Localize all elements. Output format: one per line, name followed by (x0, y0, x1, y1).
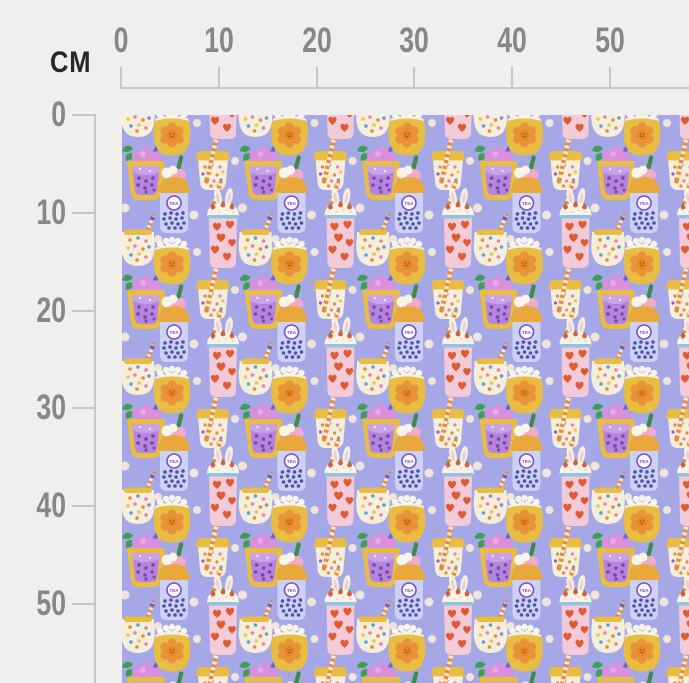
left-ruler-label-30: 30 (36, 388, 66, 427)
top-ruler-label-0: 0 (113, 21, 129, 60)
ruler-tick (72, 114, 96, 116)
left-ruler-label-40: 40 (36, 486, 66, 525)
pattern-fill (122, 115, 689, 683)
ruler-tick (72, 505, 96, 507)
top-ruler-label-50: 50 (595, 21, 625, 60)
left-ruler-label-50: 50 (36, 584, 66, 623)
ruler-tick (609, 67, 611, 89)
ruler-tick (413, 67, 415, 89)
ruler-tick (72, 212, 96, 214)
ruler-tick (72, 603, 96, 605)
ruler-tick (316, 67, 318, 89)
left-ruler-baseline (94, 114, 96, 683)
top-ruler-baseline (121, 87, 689, 89)
left-ruler-label-10: 10 (36, 193, 66, 232)
ruler-tick (218, 67, 220, 89)
top-ruler-label-10: 10 (204, 21, 234, 60)
left-ruler-label-0: 0 (51, 95, 66, 134)
ruler-tick (511, 67, 513, 89)
top-ruler-label-30: 30 (399, 21, 429, 60)
left-ruler-label-20: 20 (36, 291, 66, 330)
top-ruler-label-40: 40 (497, 21, 527, 60)
ruler-unit-label: CM (50, 46, 92, 79)
fabric-pattern-preview: TEA (122, 115, 689, 683)
ruler-tick (120, 67, 122, 89)
ruler-tick (72, 407, 96, 409)
bubble-tea-pattern-svg: TEA (122, 115, 689, 683)
top-ruler-label-20: 20 (302, 21, 332, 60)
ruler-tick (72, 310, 96, 312)
